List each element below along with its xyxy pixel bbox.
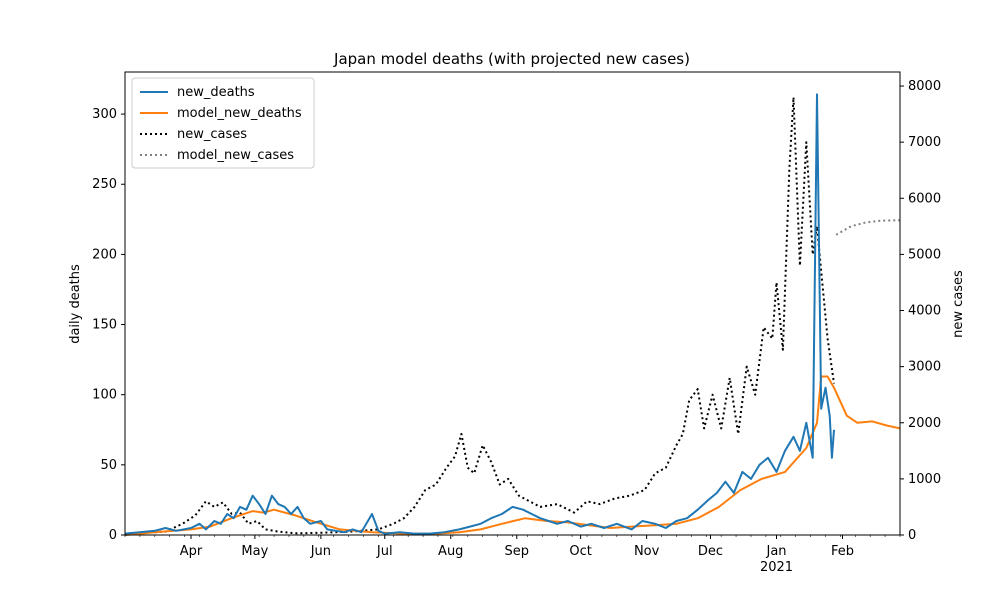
- y-tick-label-right: 7000: [908, 135, 941, 150]
- series-line-model-new-cases: [835, 219, 901, 236]
- x-tick-label: Feb: [831, 544, 854, 559]
- chart-title: Japan model deaths (with projected new c…: [333, 50, 690, 68]
- left-axis: 0 50 100 150 200 250 300: [92, 107, 125, 543]
- y-tick-label-left: 250: [92, 177, 117, 192]
- legend: new_deaths model_new_deaths new_casesmodel…: [131, 77, 315, 169]
- y-tick-label-left: 0: [109, 528, 117, 543]
- x-tick-label: Oct: [569, 544, 591, 559]
- legend-label-model-new-deaths: model_new_deaths: [177, 106, 302, 121]
- x-tick-label: Jun: [310, 544, 331, 559]
- legend-box: [131, 77, 315, 169]
- legend-label-new-cases: new_cases: [177, 127, 247, 142]
- y-axis-label-right: new cases: [951, 270, 966, 338]
- legend-label-new-deaths: new_deaths: [177, 85, 255, 100]
- y-tick-label-right: 3000: [908, 360, 941, 375]
- y-tick-label-right: 0: [908, 528, 916, 543]
- x-tick-label: Jul: [376, 544, 393, 559]
- y-tick-label-left: 200: [92, 247, 117, 262]
- y-tick-label-right: 4000: [908, 304, 941, 319]
- y-tick-label-left: 100: [92, 388, 117, 403]
- y-tick-label-left: 300: [92, 107, 117, 122]
- y-tick-label-left: 50: [100, 458, 117, 473]
- x-tick-label: May: [241, 544, 268, 559]
- x-tick-label: Aug: [438, 544, 463, 559]
- right-axis: 0 1000 2000 3000 4000 5000 6000 7000 8000: [900, 79, 941, 543]
- series-line-new-deaths: [124, 93, 835, 535]
- y-tick-label-right: 2000: [908, 416, 941, 431]
- x-tick-label: Sep: [505, 544, 530, 559]
- x-tick-label: Jan: [765, 544, 786, 559]
- x-tick-label: Dec: [698, 544, 723, 559]
- y-tick-label-right: 6000: [908, 191, 941, 206]
- x-year-label: 2021: [760, 560, 793, 575]
- legend-label-model-new-cases: model_new_cases: [177, 148, 294, 163]
- y-tick-label-right: 1000: [908, 472, 941, 487]
- series-layer: [124, 93, 901, 536]
- series-line-model-new-deaths: [124, 375, 901, 536]
- series-line-new-cases: [124, 96, 835, 536]
- x-tick-label: Apr: [180, 544, 203, 559]
- x-tick-label: Nov: [634, 544, 660, 559]
- x-axis: Apr May Jun Jul Aug Sep Oct Nov Dec Jan Feb 2021: [124, 535, 901, 575]
- y-tick-label-right: 5000: [908, 247, 941, 262]
- y-axis-label-left: daily deaths: [68, 264, 83, 344]
- y-tick-label-right: 8000: [908, 79, 941, 94]
- y-tick-label-left: 150: [92, 318, 117, 333]
